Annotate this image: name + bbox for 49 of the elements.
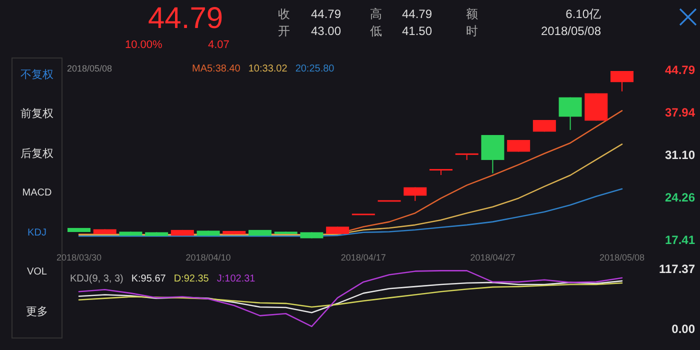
x-tick-label: 2018/04/10 — [186, 252, 231, 262]
annotation: 2018/05/08 — [67, 63, 112, 74]
y-tick-label: 0.00 — [672, 322, 696, 336]
text: 高 — [370, 7, 382, 22]
y-tick-label: 24.26 — [664, 190, 696, 205]
text: 44.79 — [148, 2, 224, 35]
candlestick — [610, 70, 634, 92]
line-series — [78, 144, 623, 236]
text: 43.00 — [311, 24, 342, 38]
text: KDJ — [28, 228, 46, 239]
x-tick-label: 2018/03/30 — [56, 252, 102, 262]
y-tick-label: 17.41 — [664, 233, 696, 248]
x-tick-label: 2018/04/17 — [340, 252, 386, 262]
text: 时 — [466, 24, 478, 38]
text: 6.10亿 — [566, 7, 601, 22]
y-tick-label: 44.79 — [664, 63, 696, 78]
line-series — [78, 110, 623, 236]
text: 更多 — [26, 306, 48, 318]
x-tick-label: 2018/04/27 — [470, 252, 516, 262]
y-tick-label: 37.94 — [664, 106, 696, 120]
legend-title: KDJ(9, 3, 3) — [70, 274, 124, 285]
text: MACD — [22, 188, 52, 199]
text: 额 — [466, 7, 478, 22]
text: 20:25.80 — [295, 64, 335, 75]
text: 10.00% — [125, 38, 163, 51]
line-series — [78, 188, 623, 237]
series-label: J:102.31 — [216, 274, 256, 285]
candlestick — [404, 186, 427, 202]
y-tick-label: 117.37 — [658, 262, 696, 276]
text: 44.79 — [311, 7, 342, 22]
text: 10:33.02 — [248, 64, 288, 75]
series-label: K:95.67 — [131, 274, 166, 285]
line-series — [78, 282, 623, 308]
text: 低 — [370, 24, 382, 38]
text: VOL — [26, 266, 48, 278]
text: 41.50 — [402, 24, 432, 38]
text: 开 — [278, 24, 290, 38]
text: 4.07 — [208, 38, 230, 51]
x-tick-label: 2018/05/08 — [599, 252, 645, 262]
series-label: D:92.35 — [174, 274, 210, 285]
text: 后复权 — [20, 146, 54, 160]
text: 前复权 — [20, 108, 54, 120]
candlestick — [558, 96, 582, 130]
text: MA5:38.40 — [192, 64, 241, 75]
y-tick-label: 31.10 — [664, 148, 696, 162]
text: 2018/05/08 — [540, 24, 602, 38]
text: 不复权 — [20, 68, 54, 81]
text: 收 — [278, 7, 290, 22]
text: 44.79 — [402, 7, 432, 22]
